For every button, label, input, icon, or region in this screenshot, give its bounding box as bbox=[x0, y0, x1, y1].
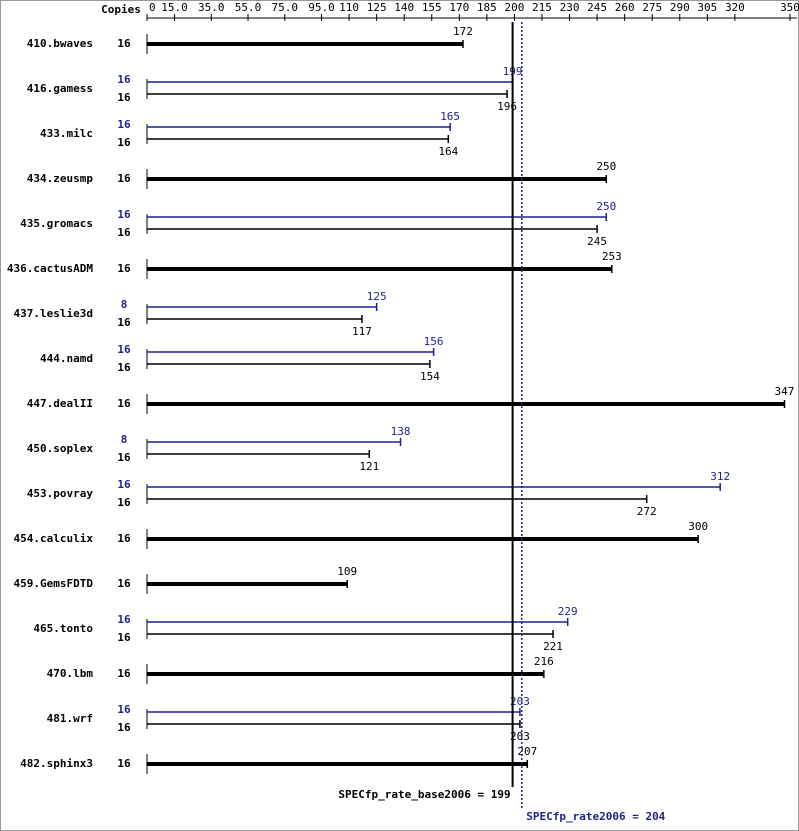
x-tick-label: 200 bbox=[504, 1, 524, 14]
peak-copies: 8 bbox=[121, 298, 128, 311]
base-value-label: 253 bbox=[602, 250, 622, 263]
peak-value-label: 229 bbox=[558, 605, 578, 618]
base-value-label: 121 bbox=[359, 460, 379, 473]
benchmark-name: 481.wrf bbox=[47, 712, 93, 725]
peak-copies: 8 bbox=[121, 433, 128, 446]
x-tick-label: 95.0 bbox=[308, 1, 335, 14]
benchmark-name: 470.lbm bbox=[47, 667, 94, 680]
base-value-label: 164 bbox=[438, 145, 458, 158]
x-tick-label: 305 bbox=[697, 1, 717, 14]
base-copies: 16 bbox=[117, 721, 131, 734]
peak-copies: 16 bbox=[117, 73, 131, 86]
peak-metric-text: SPECfp_rate2006 = 204 bbox=[526, 810, 665, 823]
base-value-label: 117 bbox=[352, 325, 372, 338]
x-tick-label: 35.0 bbox=[198, 1, 225, 14]
peak-copies: 16 bbox=[117, 343, 131, 356]
x-tick-label: 155 bbox=[422, 1, 442, 14]
benchmark-name: 450.soplex bbox=[27, 442, 94, 455]
base-value-label: 221 bbox=[543, 640, 563, 653]
benchmark-name: 436.cactusADM bbox=[7, 262, 93, 275]
benchmark-name: 433.milc bbox=[40, 127, 93, 140]
benchmark-name: 454.calculix bbox=[14, 532, 94, 545]
base-copies: 16 bbox=[117, 577, 131, 590]
base-value-label: 216 bbox=[534, 655, 554, 668]
base-copies: 16 bbox=[117, 532, 131, 545]
base-value-label: 196 bbox=[497, 100, 517, 113]
peak-copies: 16 bbox=[117, 118, 131, 131]
base-copies: 16 bbox=[117, 361, 131, 374]
base-copies: 16 bbox=[117, 226, 131, 239]
peak-value-label: 250 bbox=[596, 200, 616, 213]
benchmark-name: 416.gamess bbox=[27, 82, 93, 95]
base-value-label: 154 bbox=[420, 370, 440, 383]
base-copies: 16 bbox=[117, 316, 131, 329]
x-tick-label: 230 bbox=[560, 1, 580, 14]
base-copies: 16 bbox=[117, 631, 131, 644]
base-copies: 16 bbox=[117, 91, 131, 104]
x-tick-label: 0 bbox=[149, 1, 156, 14]
base-copies: 16 bbox=[117, 37, 131, 50]
x-tick-label: 110 bbox=[339, 1, 359, 14]
peak-value-label: 165 bbox=[440, 110, 460, 123]
base-value-label: 300 bbox=[688, 520, 708, 533]
peak-copies: 16 bbox=[117, 613, 131, 626]
x-tick-label: 125 bbox=[367, 1, 387, 14]
peak-value-label: 203 bbox=[510, 695, 530, 708]
base-value-label: 109 bbox=[337, 565, 357, 578]
benchmark-name: 453.povray bbox=[27, 487, 94, 500]
x-tick-label: 260 bbox=[615, 1, 635, 14]
base-copies: 16 bbox=[117, 451, 131, 464]
base-value-label: 207 bbox=[517, 745, 537, 758]
peak-copies: 16 bbox=[117, 478, 131, 491]
x-tick-label: 15.0 bbox=[161, 1, 188, 14]
base-copies: 16 bbox=[117, 172, 131, 185]
benchmark-name: 482.sphinx3 bbox=[20, 757, 93, 770]
peak-value-label: 138 bbox=[391, 425, 411, 438]
benchmark-name: 437.leslie3d bbox=[14, 307, 93, 320]
base-metric-text: SPECfp_rate_base2006 = 199 bbox=[338, 788, 510, 801]
x-tick-label: 215 bbox=[532, 1, 552, 14]
x-tick-label: 245 bbox=[587, 1, 607, 14]
copies-header: Copies bbox=[101, 3, 141, 16]
benchmark-name: 447.dealII bbox=[27, 397, 93, 410]
base-copies: 16 bbox=[117, 397, 131, 410]
benchmark-name: 459.GemsFDTD bbox=[14, 577, 94, 590]
base-value-label: 347 bbox=[775, 385, 795, 398]
peak-value-label: 156 bbox=[424, 335, 444, 348]
base-copies: 16 bbox=[117, 136, 131, 149]
base-value-label: 245 bbox=[587, 235, 607, 248]
x-tick-label: 55.0 bbox=[235, 1, 262, 14]
base-value-label: 203 bbox=[510, 730, 530, 743]
base-value-label: 272 bbox=[637, 505, 657, 518]
peak-value-label: 312 bbox=[710, 470, 730, 483]
x-tick-label: 350 bbox=[780, 1, 799, 14]
x-tick-label: 275 bbox=[642, 1, 662, 14]
x-tick-label: 185 bbox=[477, 1, 497, 14]
benchmark-name: 434.zeusmp bbox=[27, 172, 94, 185]
x-tick-label: 290 bbox=[670, 1, 690, 14]
peak-copies: 16 bbox=[117, 703, 131, 716]
base-copies: 16 bbox=[117, 757, 131, 770]
base-value-label: 250 bbox=[596, 160, 616, 173]
base-copies: 16 bbox=[117, 667, 131, 680]
x-tick-label: 320 bbox=[725, 1, 745, 14]
peak-copies: 16 bbox=[117, 208, 131, 221]
base-value-label: 172 bbox=[453, 25, 473, 38]
base-copies: 16 bbox=[117, 262, 131, 275]
benchmark-name: 410.bwaves bbox=[27, 37, 93, 50]
peak-value-label: 125 bbox=[367, 290, 387, 303]
benchmark-name: 465.tonto bbox=[33, 622, 93, 635]
x-tick-label: 170 bbox=[449, 1, 469, 14]
base-copies: 16 bbox=[117, 496, 131, 509]
benchmark-name: 444.namd bbox=[40, 352, 93, 365]
x-tick-label: 75.0 bbox=[272, 1, 299, 14]
x-tick-label: 140 bbox=[394, 1, 414, 14]
benchmark-name: 435.gromacs bbox=[20, 217, 93, 230]
